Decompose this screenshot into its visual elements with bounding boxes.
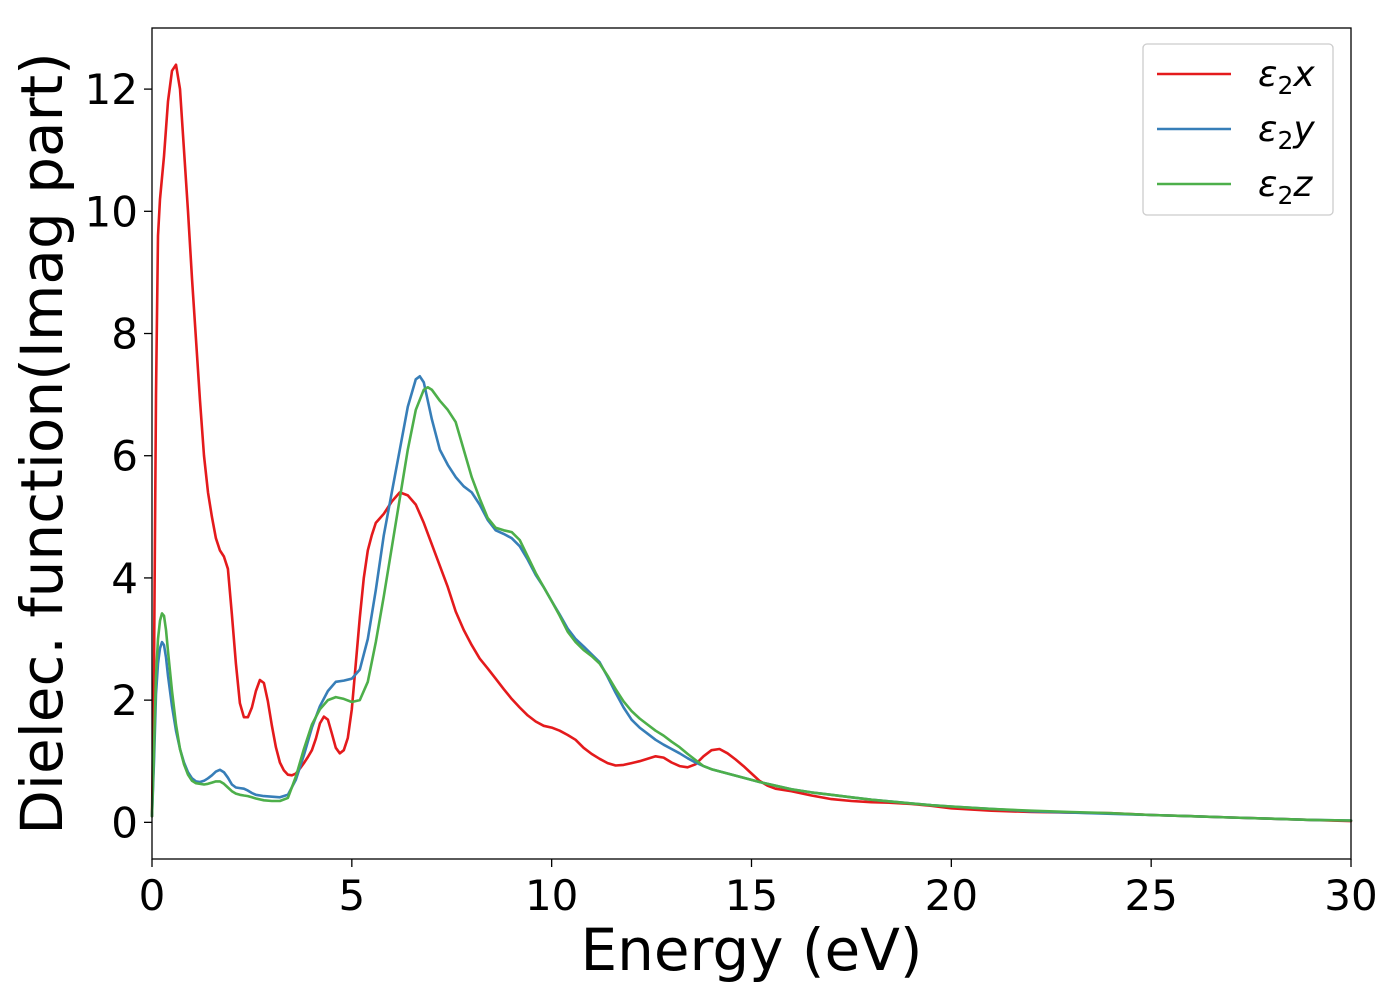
y-tick-label: 10	[85, 187, 138, 236]
x-tick-label: 0	[139, 871, 166, 920]
x-tick-label: 25	[1124, 871, 1177, 920]
legend-symbol: ε	[1258, 54, 1277, 95]
x-axis-ticks: 0 5 10 15 20 25 30	[139, 859, 1378, 920]
x-tick-label: 15	[725, 871, 778, 920]
series-layer	[150, 63, 1353, 823]
y-axis-title: Dielec. function(Imag part)	[8, 52, 76, 835]
y-axis-ticks: 0 2 4 6 8 10 12	[85, 65, 152, 847]
y-tick-label: 8	[111, 310, 138, 359]
legend-subscript: 2	[1277, 181, 1293, 210]
legend-symbol: ε	[1258, 109, 1277, 150]
legend-subscript: 2	[1277, 126, 1293, 155]
x-axis-title: Energy (eV)	[580, 916, 922, 984]
series-line-z	[150, 386, 1353, 822]
legend-variable: x	[1292, 54, 1315, 95]
y-tick-label: 4	[111, 554, 138, 603]
legend-label-x: ε2x	[1258, 54, 1315, 100]
legend-subscript: 2	[1277, 71, 1293, 100]
y-tick-label: 12	[85, 65, 138, 114]
x-tick-label: 10	[525, 871, 578, 920]
legend-frame	[1142, 43, 1334, 216]
y-tick-label: 2	[111, 676, 138, 725]
legend-variable: z	[1292, 164, 1313, 205]
legend-label-z: ε2z	[1258, 164, 1313, 210]
legend-symbol: ε	[1258, 164, 1277, 205]
x-tick-label: 20	[925, 871, 978, 920]
legend-label-y: ε2y	[1258, 109, 1315, 155]
legend-variable: y	[1292, 109, 1315, 150]
y-tick-label: 0	[111, 798, 138, 847]
x-tick-label: 30	[1324, 871, 1377, 920]
y-tick-label: 6	[111, 432, 138, 481]
x-tick-label: 5	[338, 871, 365, 920]
